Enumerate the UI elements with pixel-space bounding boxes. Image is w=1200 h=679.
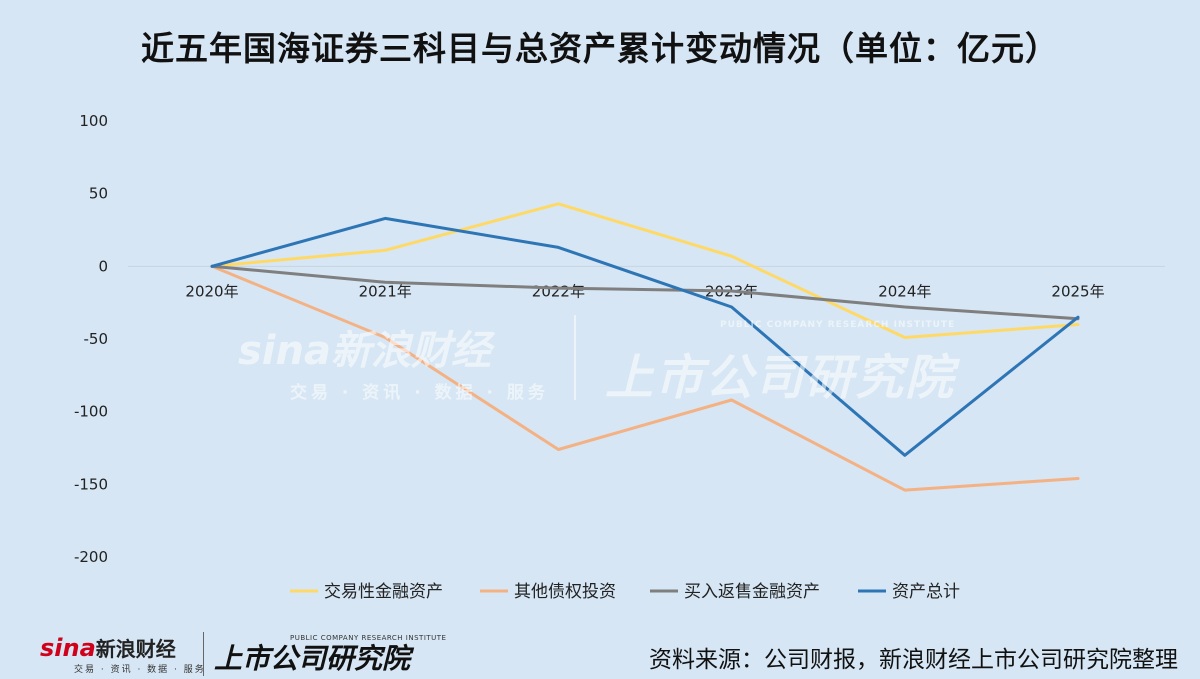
footer-sina-latin: sina [40,634,96,662]
legend-label: 其他债权投资 [514,582,616,602]
legend-label: 交易性金融资产 [324,582,443,602]
x-tick-label: 2025年 [1051,282,1104,300]
legend-label: 资产总计 [892,582,960,602]
legend[interactable]: 交易性金融资产 其他债权投资 买入返售金融资产 资产总计 [290,582,960,602]
series-line [210,264,1080,321]
x-axis: 2020年 2021年 2022年 2023年 2024年 2025年 [128,265,1165,300]
y-tick-label: -200 [74,548,108,566]
footer-institute-english: PUBLIC COMPANY RESEARCH INSTITUTE [290,634,447,642]
legend-item[interactable]: 其他债权投资 [480,582,616,602]
y-tick-label: 50 [89,185,108,203]
x-tick-label: 2021年 [359,282,412,300]
watermark-institute-english: PUBLIC COMPANY RESEARCH INSTITUTE [720,320,956,330]
source-note: 资料来源：公司财报，新浪财经上市公司研究院整理 [649,647,1178,673]
footer-divider [203,632,204,676]
series-lines [210,202,1080,492]
x-tick-label: 2024年 [878,282,931,300]
series-line [210,216,1080,457]
watermark-institute-logo: 上市公司研究院 [605,350,956,406]
legend-item[interactable]: 资产总计 [858,582,960,602]
y-tick-label: 100 [79,112,108,130]
footer-sina-logo: sina新浪财经 [40,633,176,662]
x-tick-label: 2022年 [532,282,585,300]
series-line [210,202,1080,339]
y-axis: 100 50 0 -50 -100 -150 -200 [74,112,108,566]
footer-institute-logo: 上市公司研究院 [214,642,411,675]
y-tick-label: -50 [84,330,109,348]
legend-item[interactable]: 交易性金融资产 [290,582,443,602]
legend-item[interactable]: 买入返售金融资产 [650,582,820,602]
chart-title: 近五年国海证券三科目与总资产累计变动情况（单位：亿元） [141,29,1059,68]
watermark-brand-tagline: 交易 · 资讯 · 数据 · 服务 [290,383,549,403]
y-tick-label: 0 [98,257,108,275]
footer-sina-tagline: 交易 · 资讯 · 数据 · 服务 [74,665,206,675]
y-tick-label: -150 [74,475,108,493]
y-tick-label: -100 [74,403,108,421]
legend-label: 买入返售金融资产 [684,582,820,602]
footer-sina-cn: 新浪财经 [95,637,176,661]
watermark-divider [574,315,576,400]
watermark-brand-logo: sina新浪财经 [238,328,491,374]
series-line [210,264,1080,492]
x-tick-label: 2020年 [185,282,238,300]
